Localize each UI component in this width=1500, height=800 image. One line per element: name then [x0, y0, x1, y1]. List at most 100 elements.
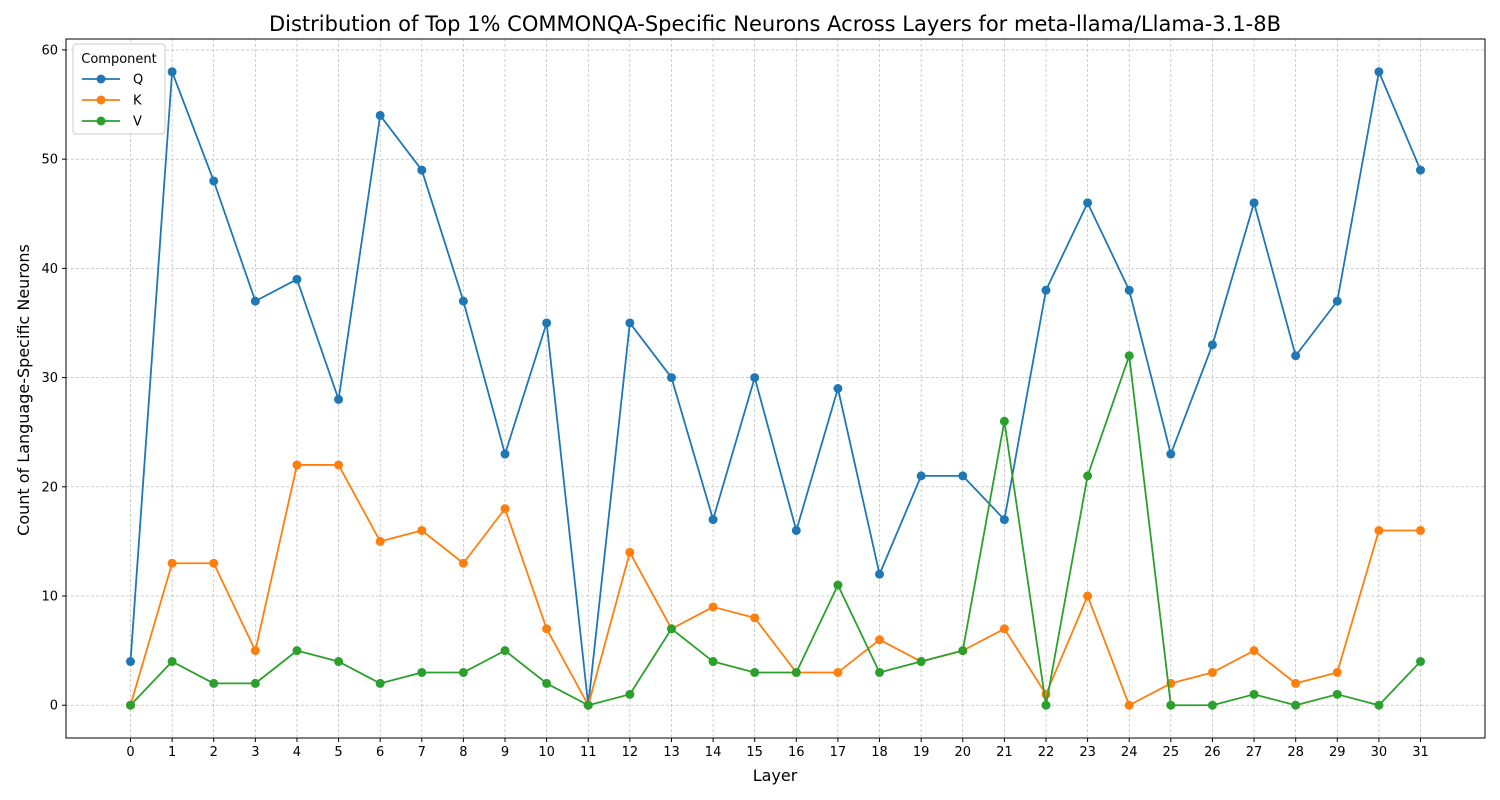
- series-q-point: [1332, 296, 1342, 306]
- series-k-line: [129, 464, 1421, 707]
- x-tick-label: 0: [126, 745, 134, 760]
- series-q-point: [542, 318, 552, 328]
- series-k-point: [209, 558, 219, 568]
- x-tick-label: 20: [954, 745, 971, 760]
- series-q-point: [708, 515, 718, 525]
- series-q-point: [1124, 285, 1134, 295]
- x-tick-label: 3: [251, 745, 259, 760]
- series-k-point: [1291, 678, 1301, 688]
- series-q-point: [1041, 285, 1051, 295]
- series-q-point: [791, 525, 801, 535]
- series-v-point: [458, 667, 468, 677]
- series-v-point: [542, 678, 552, 688]
- x-tick-label: 8: [459, 745, 467, 760]
- series-k-point: [833, 667, 843, 677]
- legend-swatch-marker: [96, 116, 106, 126]
- x-tick-label: 29: [1329, 745, 1346, 760]
- series-v-point: [916, 657, 926, 667]
- x-tick-label: 13: [663, 745, 680, 760]
- series-q-point: [666, 373, 676, 383]
- series-v-point: [1291, 700, 1301, 710]
- x-tick-label: 9: [501, 745, 509, 760]
- legend-box: [72, 43, 166, 135]
- series-q-point: [375, 110, 385, 120]
- series-q-point: [417, 165, 427, 175]
- series-k-point: [708, 602, 718, 612]
- series-v-point: [1332, 689, 1342, 699]
- series-v-line: [129, 354, 1422, 707]
- series-v-point: [1166, 700, 1176, 710]
- series-v-point: [875, 667, 885, 677]
- x-tick-label: 27: [1246, 745, 1263, 760]
- series-q-point: [1166, 449, 1176, 459]
- series-k-point: [1374, 525, 1384, 535]
- series-v-point: [708, 657, 718, 667]
- series-v-point: [666, 624, 676, 634]
- legend-label: V: [133, 115, 142, 130]
- series-k-point: [500, 504, 510, 514]
- series-v-point: [334, 657, 344, 667]
- series-q-point: [209, 176, 219, 186]
- series-v-point: [583, 700, 593, 710]
- series-q: [126, 67, 1425, 710]
- series-v-point: [1374, 700, 1384, 710]
- series-k-point: [875, 635, 885, 645]
- series-k-point: [292, 460, 302, 470]
- x-tick-label: 11: [580, 745, 597, 760]
- series-v-point: [1083, 471, 1093, 481]
- series-q-point: [625, 318, 635, 328]
- series-v-point: [1249, 689, 1259, 699]
- x-tick-label: 5: [334, 745, 342, 760]
- x-tick-label: 24: [1121, 745, 1138, 760]
- series-q-point: [1416, 165, 1425, 175]
- x-tick-label: 14: [705, 745, 722, 760]
- series-k-point: [1124, 700, 1134, 710]
- series-k-point: [375, 536, 385, 546]
- series-v-point: [958, 646, 968, 656]
- legend-swatch-marker: [96, 95, 106, 105]
- series-q-point: [1374, 67, 1384, 77]
- series-k-point: [1416, 525, 1425, 535]
- series-v-point: [625, 689, 635, 699]
- x-tick-label: 16: [788, 745, 805, 760]
- x-tick-label: 26: [1204, 745, 1221, 760]
- series-q-point: [916, 471, 926, 481]
- x-tick-label: 22: [1038, 745, 1055, 760]
- series-layer: [126, 67, 1425, 710]
- chart-title: Distribution of Top 1% COMMONQA-Specific…: [269, 12, 1281, 36]
- legend-label: K: [133, 94, 142, 109]
- series-v-point: [167, 657, 177, 667]
- plot-frame: [65, 38, 1486, 739]
- series-q-point: [833, 384, 843, 393]
- series-v-point: [250, 678, 260, 688]
- x-tick-label: 1: [168, 745, 176, 760]
- series-v-point: [1041, 700, 1051, 710]
- series-q-point: [167, 67, 177, 77]
- series-k-point: [542, 624, 552, 634]
- x-tick-label: 23: [1079, 745, 1096, 760]
- y-tick-label: 0: [50, 699, 58, 714]
- series-v-point: [1207, 700, 1217, 710]
- series-q-point: [1291, 351, 1301, 361]
- series-v-point: [1416, 657, 1425, 667]
- series-k-point: [1249, 646, 1259, 656]
- legend-entry-v: V: [82, 115, 142, 130]
- series-k-point: [1332, 667, 1342, 677]
- series-q-point: [1083, 198, 1093, 208]
- x-tick-label: 31: [1412, 745, 1429, 760]
- series-k-point: [334, 460, 344, 470]
- series-v-point: [500, 646, 510, 656]
- series-v-point: [126, 700, 135, 710]
- x-tick-label: 4: [293, 745, 301, 760]
- series-q-point: [500, 449, 510, 459]
- x-tick-label: 18: [871, 745, 888, 760]
- x-tick-label: 12: [622, 745, 639, 760]
- series-q-point: [334, 394, 344, 404]
- x-tick-label: 7: [418, 745, 426, 760]
- series-k-point: [417, 525, 427, 535]
- series-q-point: [1207, 340, 1217, 350]
- y-axis-ticks: 0 10 20 30 40 50 60: [41, 43, 66, 714]
- series-q-point: [126, 657, 135, 667]
